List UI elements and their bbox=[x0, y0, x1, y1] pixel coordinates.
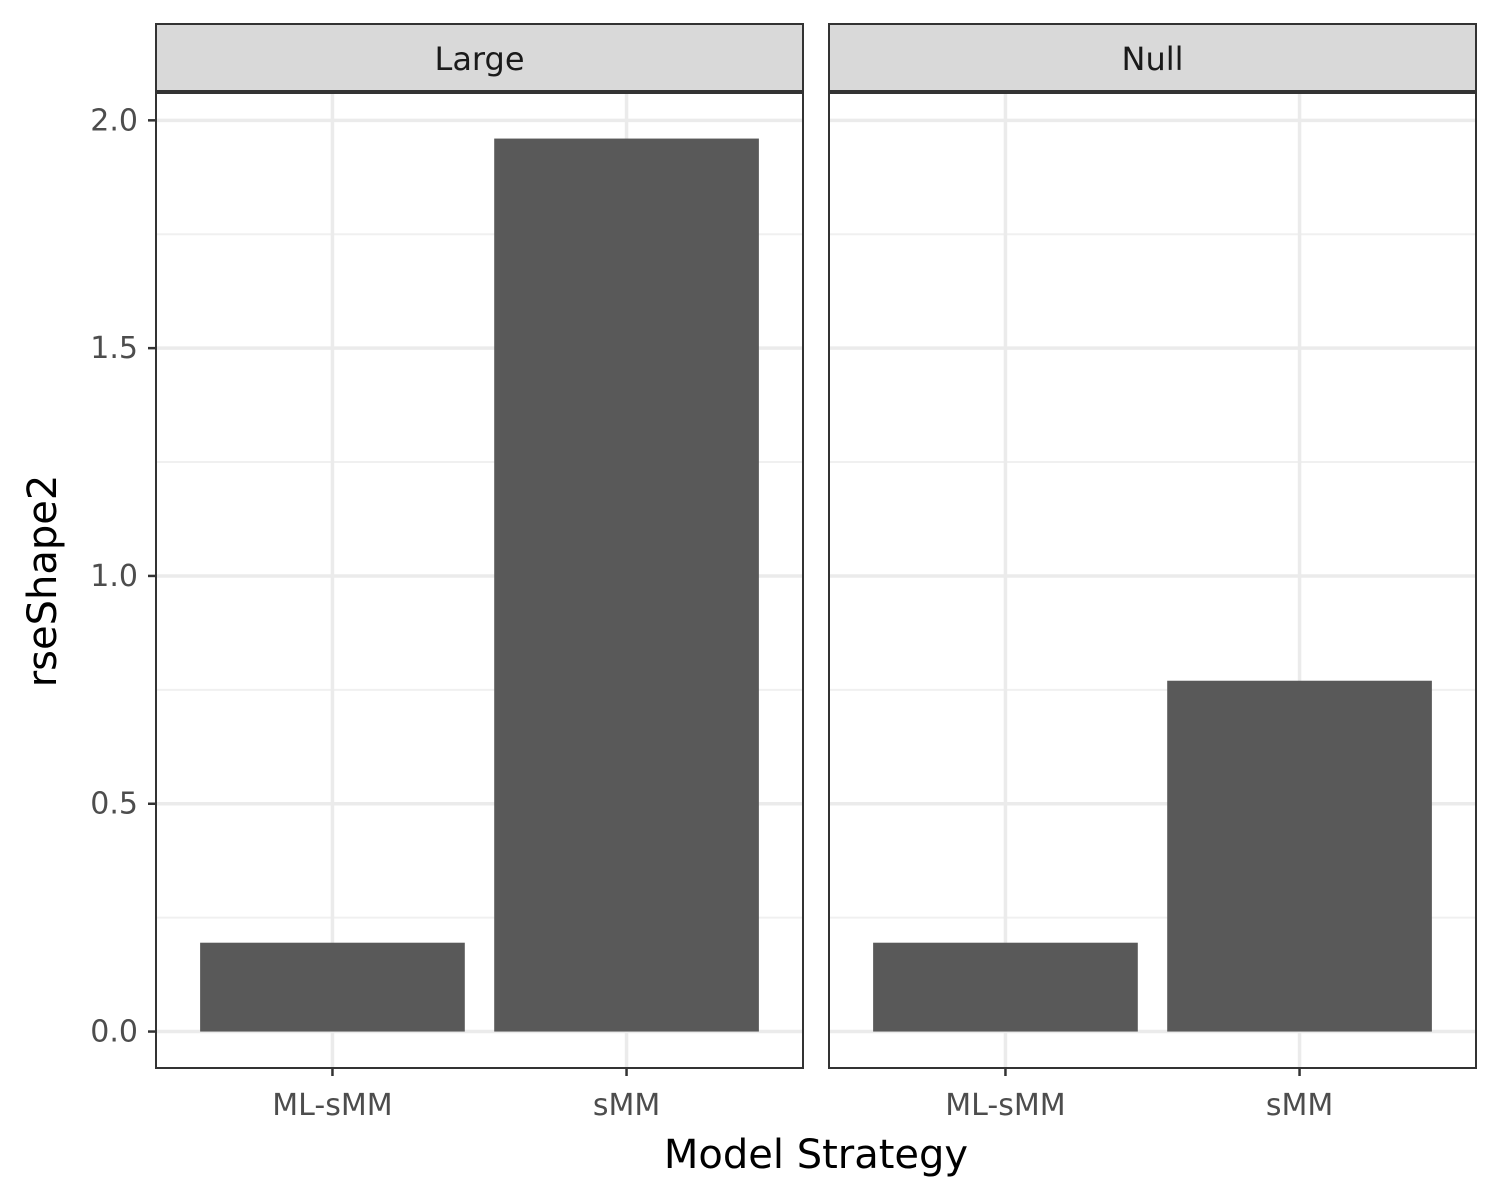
strip-null bbox=[828, 23, 1477, 92]
plot-border-null bbox=[828, 92, 1477, 1069]
x-axis-null: ML-sMM sMM bbox=[945, 1068, 1333, 1123]
y-tick-label: 0.5 bbox=[90, 787, 138, 822]
bar-null-smm bbox=[1167, 680, 1432, 1032]
strip-large bbox=[155, 23, 804, 92]
y-tick-label: 1.5 bbox=[90, 331, 138, 366]
x-tick-label: ML-sMM bbox=[945, 1088, 1065, 1123]
x-axis-title: Model Strategy bbox=[664, 1132, 968, 1178]
y-axis-title: rseShape2 bbox=[20, 475, 66, 688]
x-tick-label: sMM bbox=[593, 1088, 660, 1123]
x-tick-label: ML-sMM bbox=[272, 1088, 392, 1123]
x-axis-large: ML-sMM sMM bbox=[272, 1068, 660, 1123]
bars-large bbox=[200, 138, 759, 1032]
y-tick-label: 0.0 bbox=[90, 1015, 138, 1050]
y-tick-label: 2.0 bbox=[90, 103, 138, 138]
y-tick-label: 1.0 bbox=[90, 559, 138, 594]
plot-border-large bbox=[155, 92, 804, 1069]
strip-label-null: Null bbox=[1122, 40, 1184, 78]
strip-label-large: Large bbox=[434, 40, 524, 78]
panel-null: Null ML-sMM sMM bbox=[828, 23, 1477, 1123]
bar-large-smm bbox=[494, 138, 759, 1032]
y-axis: 0.0 0.5 1.0 1.5 2.0 bbox=[90, 103, 156, 1050]
x-tick-label: sMM bbox=[1266, 1088, 1333, 1123]
bar-null-ml-smm bbox=[873, 942, 1138, 1032]
bar-large-ml-smm bbox=[200, 942, 465, 1032]
bars-null bbox=[873, 680, 1432, 1032]
panel-large: Large ML-sMM sMM bbox=[155, 23, 804, 1123]
